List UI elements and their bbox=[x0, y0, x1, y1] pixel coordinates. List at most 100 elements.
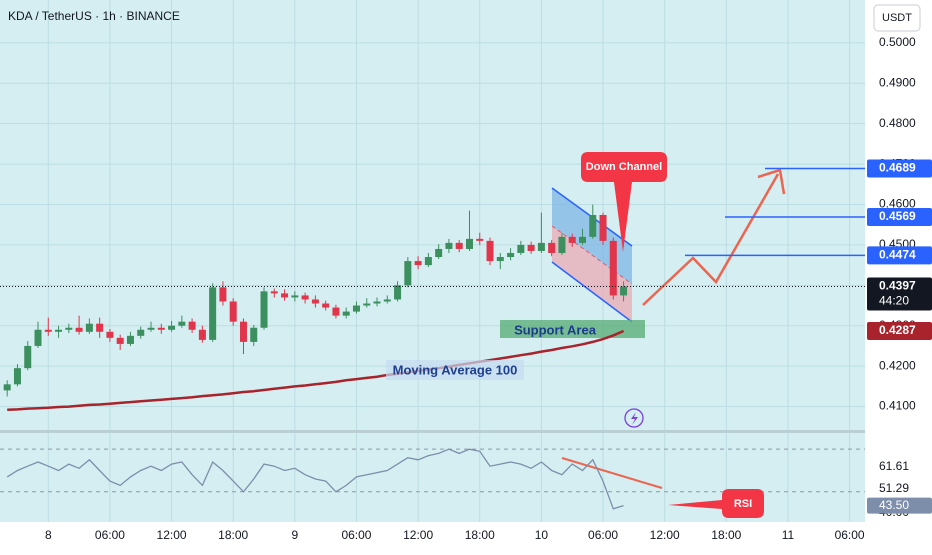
y-tick-label: 0.4800 bbox=[879, 116, 916, 130]
event-bolt bbox=[631, 412, 638, 425]
candle-body bbox=[260, 291, 268, 328]
candle-body bbox=[496, 257, 504, 262]
x-tick-label: 06:00 bbox=[341, 528, 371, 542]
candle-body bbox=[219, 287, 227, 302]
y-tick-label: 0.5000 bbox=[879, 35, 916, 49]
y-tick-label: 0.4100 bbox=[879, 399, 916, 413]
rsi-label: RSI bbox=[734, 498, 752, 510]
x-tick-label: 06:00 bbox=[588, 528, 618, 542]
x-tick-label: 06:00 bbox=[835, 528, 865, 542]
candle-body bbox=[116, 337, 124, 344]
pane-separator bbox=[0, 430, 865, 433]
candle-body bbox=[188, 321, 196, 330]
x-tick-label: 18:00 bbox=[465, 528, 495, 542]
candle-body bbox=[34, 329, 42, 346]
moving-average-line bbox=[7, 329, 625, 412]
level-tag bbox=[867, 159, 932, 178]
candle-body bbox=[85, 323, 93, 332]
level-tag bbox=[867, 246, 932, 265]
price-tag-label: 0.4397 bbox=[879, 279, 916, 293]
candle-body bbox=[373, 301, 381, 304]
x-tick-label: 9 bbox=[291, 528, 298, 542]
rsi-marker-label: 43.50 bbox=[879, 498, 909, 512]
candle-body bbox=[342, 311, 350, 316]
candle-body bbox=[404, 261, 412, 286]
rsi-line bbox=[6, 448, 624, 510]
price-tag bbox=[867, 277, 932, 311]
ma-label-bg bbox=[386, 360, 524, 380]
candle-body bbox=[363, 303, 371, 306]
candle-body bbox=[229, 301, 237, 322]
candle-body bbox=[548, 242, 556, 253]
ma-tag bbox=[867, 321, 932, 340]
divergence-line bbox=[561, 457, 663, 489]
channel-lower bbox=[552, 226, 632, 322]
candle-body bbox=[455, 242, 463, 249]
candle-body bbox=[270, 291, 278, 294]
candle-body bbox=[106, 331, 114, 338]
down-channel-callout bbox=[581, 152, 667, 252]
candle-body bbox=[332, 307, 340, 316]
candle-body bbox=[476, 238, 484, 241]
candle-body bbox=[281, 293, 289, 298]
candle-body bbox=[537, 242, 545, 251]
x-tick-label: 06:00 bbox=[95, 528, 125, 542]
arrow-head bbox=[757, 168, 786, 195]
currency-button[interactable] bbox=[873, 4, 921, 32]
candle-body bbox=[55, 329, 63, 332]
candle-body bbox=[465, 238, 473, 249]
candle-body bbox=[517, 244, 525, 253]
projection-arrow bbox=[642, 173, 780, 306]
candle-body bbox=[178, 321, 186, 326]
support-area-box bbox=[500, 320, 645, 338]
rsi-marker-label: 51.29 bbox=[879, 481, 909, 495]
level-tag bbox=[867, 208, 932, 227]
candle-body bbox=[527, 244, 535, 251]
x-tick-label: 11 bbox=[782, 528, 795, 542]
x-tick-label: 12:00 bbox=[650, 528, 680, 542]
candle-body bbox=[414, 261, 422, 266]
level-tag-label: 0.4569 bbox=[879, 209, 916, 223]
countdown-label: 44:20 bbox=[879, 294, 909, 308]
channel-mid bbox=[551, 225, 633, 285]
candle-body bbox=[301, 295, 309, 300]
candle-body bbox=[558, 236, 566, 253]
event-icon[interactable] bbox=[624, 408, 644, 428]
rsi-marker-tag bbox=[867, 481, 932, 498]
candle-body bbox=[445, 242, 453, 249]
ma-label: Moving Average 100 bbox=[393, 362, 518, 377]
candle-body bbox=[322, 303, 330, 308]
candle-body bbox=[352, 305, 360, 312]
candle-body bbox=[383, 299, 391, 302]
candle-body bbox=[239, 321, 247, 342]
y-tick-label: 0.4600 bbox=[879, 197, 916, 211]
candle-body bbox=[44, 329, 52, 332]
x-tick-label: 18:00 bbox=[218, 528, 248, 542]
x-tick-label: 18:00 bbox=[711, 528, 741, 542]
candle-body bbox=[96, 323, 104, 332]
plot-background bbox=[0, 0, 865, 522]
x-tick-label: 10 bbox=[535, 528, 549, 542]
candle-body bbox=[168, 325, 176, 330]
level-tag-label: 0.4474 bbox=[879, 248, 916, 262]
candle-body bbox=[507, 252, 515, 258]
candle-body bbox=[24, 345, 32, 369]
price-axis-background bbox=[865, 0, 932, 550]
candle-body bbox=[3, 384, 11, 391]
candle-body bbox=[291, 295, 299, 298]
down-channel-label: Down Channel bbox=[586, 161, 662, 173]
candle-body bbox=[435, 248, 443, 258]
rsi-marker-tag bbox=[867, 497, 932, 514]
candle-body bbox=[250, 327, 258, 342]
ma-tag-label: 0.4287 bbox=[879, 323, 916, 337]
candle-body bbox=[486, 240, 494, 262]
channel-line bbox=[551, 261, 633, 323]
x-tick-label: 8 bbox=[45, 528, 52, 542]
rsi-marker-label: 61.61 bbox=[879, 459, 909, 473]
rsi-callout bbox=[668, 489, 764, 518]
candle-body bbox=[65, 327, 73, 330]
rsi-marker-tag bbox=[867, 459, 932, 476]
y-tick-label: 0.4200 bbox=[879, 358, 916, 372]
candle-body bbox=[147, 327, 155, 330]
